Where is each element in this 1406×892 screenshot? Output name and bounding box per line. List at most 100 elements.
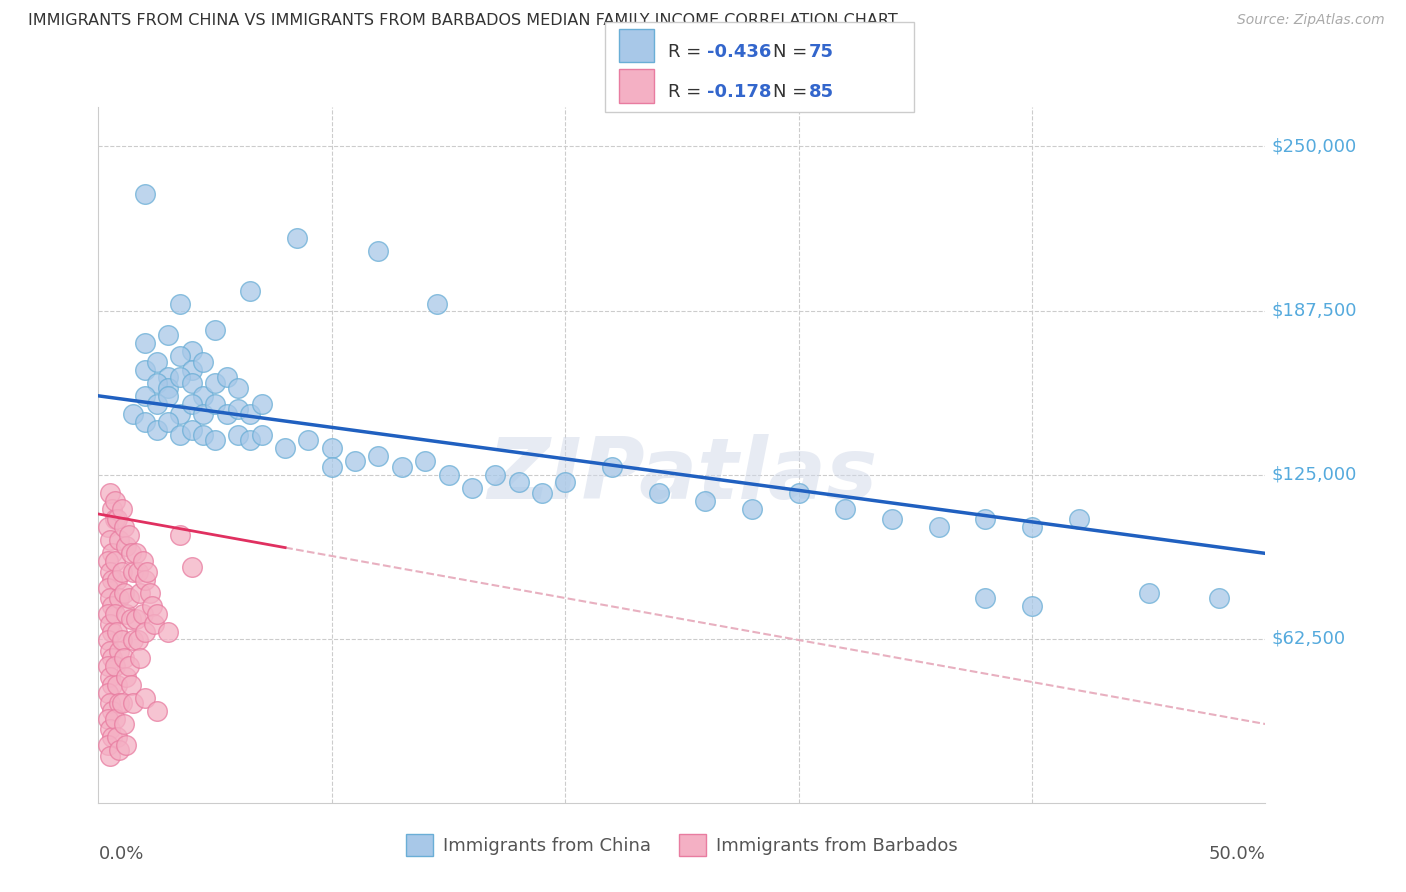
Point — [413, 454, 436, 468]
Point — [120, 612, 142, 626]
Point — [141, 599, 163, 613]
Point — [157, 389, 180, 403]
Point — [125, 612, 148, 626]
Point — [204, 434, 226, 448]
Point — [367, 449, 389, 463]
Point — [239, 434, 262, 448]
Point — [97, 633, 120, 648]
Point — [134, 625, 156, 640]
Point — [169, 407, 191, 421]
Point — [204, 397, 226, 411]
Point — [239, 407, 262, 421]
Point — [437, 467, 460, 482]
Text: ZIPatlas: ZIPatlas — [486, 434, 877, 517]
Point — [139, 586, 162, 600]
Point — [169, 370, 191, 384]
Point — [204, 376, 226, 390]
Point — [122, 407, 145, 421]
Point — [98, 617, 121, 632]
Point — [104, 712, 127, 726]
Point — [228, 428, 250, 442]
Point — [111, 633, 134, 648]
Point — [108, 696, 131, 710]
Point — [101, 730, 124, 744]
Point — [157, 625, 180, 640]
Point — [118, 591, 141, 605]
Point — [134, 336, 156, 351]
Point — [105, 678, 128, 692]
Point — [228, 381, 250, 395]
Point — [1137, 586, 1160, 600]
Point — [108, 643, 131, 657]
Point — [97, 712, 120, 726]
Point — [180, 397, 202, 411]
Point — [108, 591, 131, 605]
Point — [115, 539, 138, 553]
Point — [204, 323, 226, 337]
Point — [127, 565, 149, 579]
Point — [146, 397, 169, 411]
Point — [105, 730, 128, 744]
Point — [134, 186, 156, 201]
Point — [250, 397, 273, 411]
Point — [215, 407, 238, 421]
Point — [134, 362, 156, 376]
Point — [297, 434, 319, 448]
Point — [143, 617, 166, 632]
Point — [104, 494, 127, 508]
Point — [97, 554, 120, 568]
Point — [112, 651, 135, 665]
Point — [274, 442, 297, 456]
Point — [98, 643, 121, 657]
Point — [1067, 512, 1090, 526]
Point — [215, 370, 238, 384]
Text: N =: N = — [773, 83, 813, 101]
Point — [112, 586, 135, 600]
Text: IMMIGRANTS FROM CHINA VS IMMIGRANTS FROM BARBADOS MEDIAN FAMILY INCOME CORRELATI: IMMIGRANTS FROM CHINA VS IMMIGRANTS FROM… — [28, 13, 898, 29]
Point — [180, 362, 202, 376]
Point — [97, 685, 120, 699]
Text: $125,000: $125,000 — [1271, 466, 1357, 483]
Point — [104, 659, 127, 673]
Point — [344, 454, 367, 468]
Point — [118, 659, 141, 673]
Point — [97, 659, 120, 673]
Point — [97, 581, 120, 595]
Point — [367, 244, 389, 259]
Text: -0.436: -0.436 — [707, 43, 772, 61]
Point — [180, 376, 202, 390]
Point — [530, 486, 553, 500]
Point — [193, 428, 215, 442]
Point — [1021, 520, 1043, 534]
Point — [101, 704, 124, 718]
Point — [193, 407, 215, 421]
Point — [228, 401, 250, 416]
Point — [101, 546, 124, 560]
Point — [1021, 599, 1043, 613]
Point — [122, 633, 145, 648]
Point — [105, 625, 128, 640]
Point — [98, 723, 121, 737]
Point — [146, 423, 169, 437]
Point — [880, 512, 903, 526]
Point — [461, 481, 484, 495]
Point — [285, 231, 308, 245]
Point — [115, 607, 138, 621]
Point — [108, 533, 131, 548]
Point — [508, 475, 530, 490]
Point — [600, 459, 623, 474]
Point — [193, 389, 215, 403]
Point — [321, 459, 343, 474]
Point — [136, 565, 159, 579]
Point — [132, 554, 155, 568]
Point — [169, 528, 191, 542]
Point — [98, 533, 121, 548]
Point — [250, 428, 273, 442]
Point — [180, 559, 202, 574]
Point — [169, 297, 191, 311]
Text: 50.0%: 50.0% — [1209, 845, 1265, 863]
Legend: Immigrants from China, Immigrants from Barbados: Immigrants from China, Immigrants from B… — [398, 827, 966, 863]
Point — [115, 670, 138, 684]
Point — [239, 284, 262, 298]
Point — [112, 717, 135, 731]
